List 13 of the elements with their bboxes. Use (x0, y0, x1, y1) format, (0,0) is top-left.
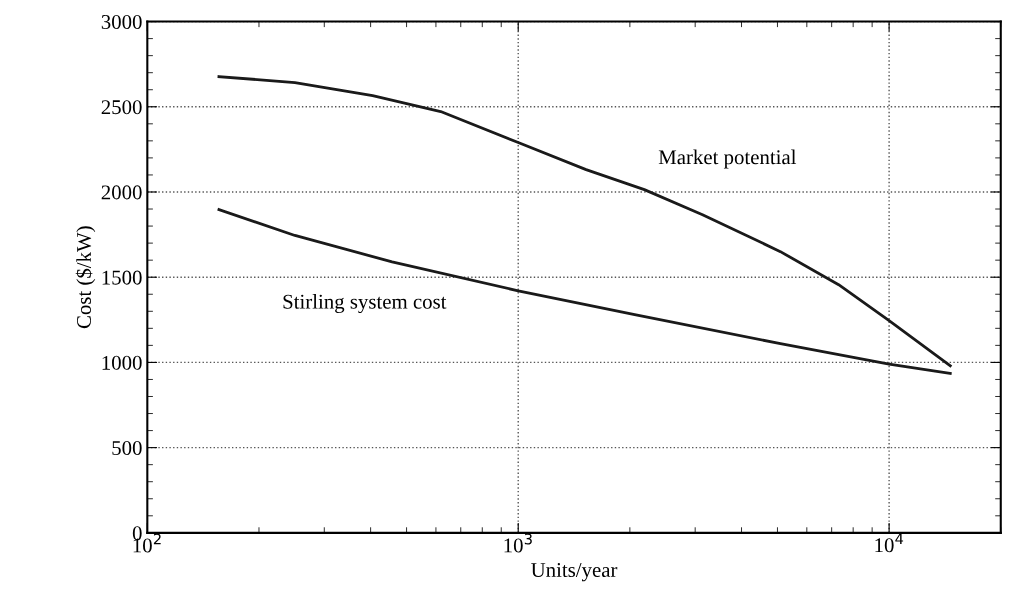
y-tick-label: 500 (112, 441, 142, 456)
x-axis-title: Units/year (531, 563, 618, 582)
y-tick-label: 2500 (101, 100, 142, 115)
y-axis-title: Cost ($/kW) (75, 226, 96, 329)
y-tick-label: 1000 (102, 355, 142, 370)
y-tick-label: 0 (132, 526, 142, 541)
y-tick-label: 1500 (102, 270, 142, 285)
series-label: Market potential (658, 149, 797, 169)
y-tick-label: 3000 (101, 14, 142, 29)
series-label: Stirling system cost (283, 294, 447, 313)
y-tick-label: 2000 (101, 185, 142, 200)
x-tick-label: 10$^{3}$ (504, 533, 532, 553)
x-tick-label: 10$^{4}$ (875, 533, 904, 553)
